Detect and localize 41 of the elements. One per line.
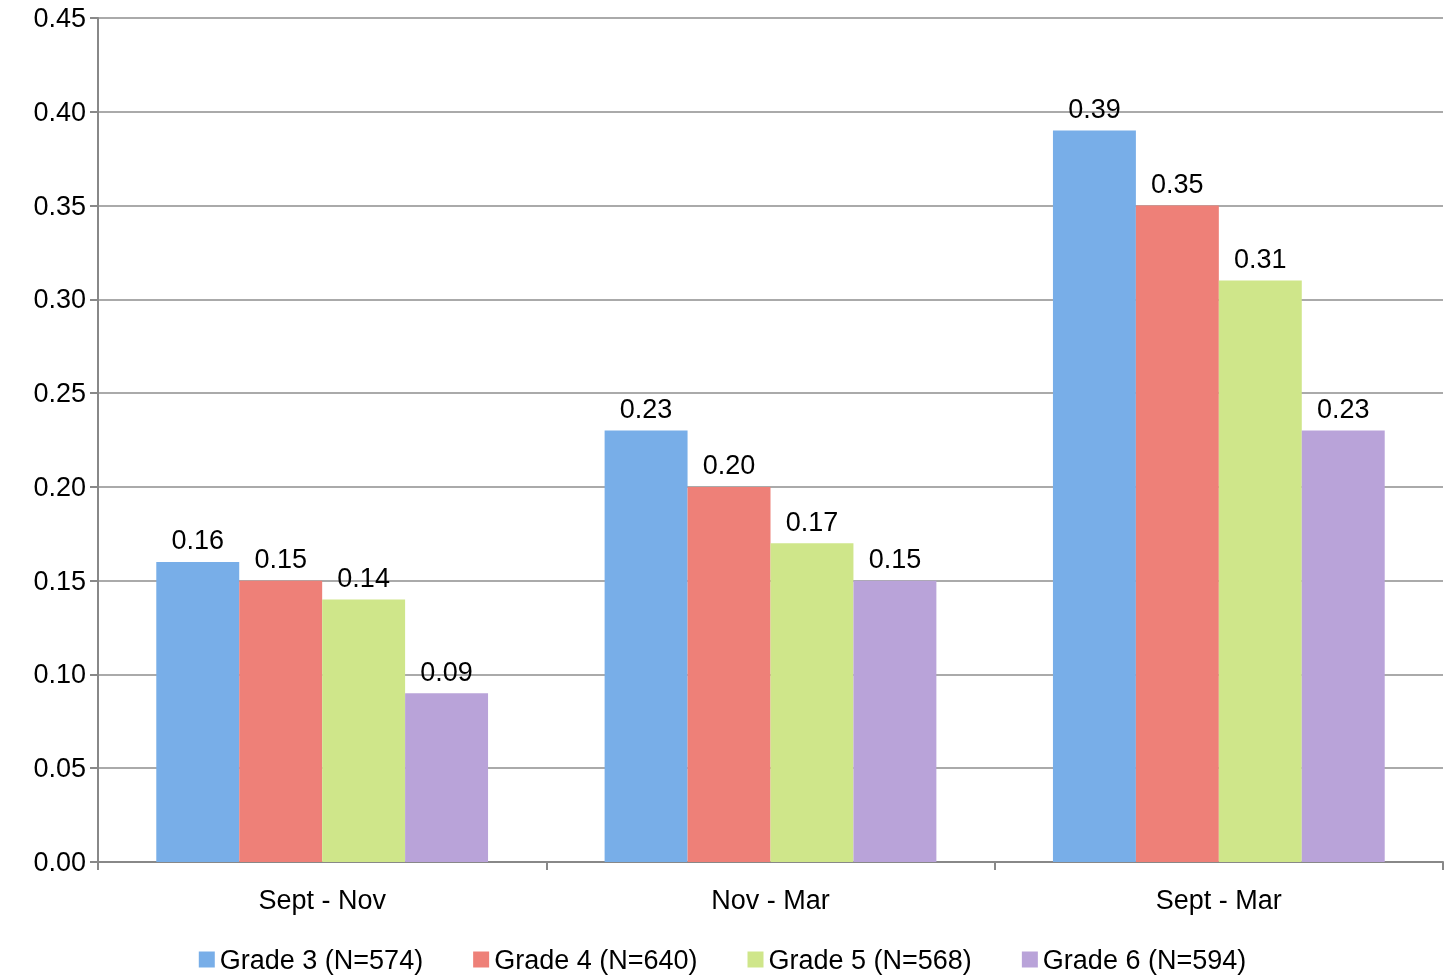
- y-tick-label: 0.20: [33, 471, 86, 502]
- x-tick-label: Nov - Mar: [711, 884, 830, 915]
- data-label: 0.16: [171, 525, 225, 556]
- x-tick-label: Sept - Nov: [258, 884, 387, 915]
- data-label: 0.17: [785, 506, 839, 537]
- y-tick-label: 0.00: [33, 847, 86, 877]
- bar: [1218, 280, 1302, 862]
- legend-label: Grade 4 (N=640): [494, 944, 698, 975]
- data-label: 0.20: [702, 450, 756, 481]
- y-tick-label: 0.40: [33, 96, 86, 127]
- bar: [1301, 430, 1385, 862]
- y-tick-label: 0.10: [33, 659, 86, 690]
- data-label: 0.15: [868, 544, 922, 575]
- legend-label: Grade 6 (N=594): [1042, 944, 1247, 975]
- y-tick-label: 0.35: [33, 190, 86, 221]
- data-label: 0.15: [254, 544, 307, 575]
- y-tick-label: 0.45: [33, 3, 86, 33]
- bar: [239, 580, 323, 862]
- data-label: 0.31: [1234, 244, 1287, 275]
- bar: [322, 599, 406, 862]
- bar: [687, 486, 771, 862]
- bar: [1135, 205, 1219, 862]
- data-label: 0.23: [1316, 394, 1370, 425]
- data-label: 0.39: [1068, 94, 1121, 125]
- data-label: 0.23: [619, 394, 673, 425]
- bar: [1052, 130, 1136, 862]
- bar: [156, 561, 240, 862]
- bar: [770, 543, 854, 862]
- data-label: 0.14: [337, 562, 390, 593]
- bar: [853, 580, 937, 862]
- bar: [604, 430, 688, 862]
- data-label: 0.09: [420, 656, 473, 687]
- y-tick-label: 0.15: [33, 565, 86, 596]
- y-tick-label: 0.05: [33, 753, 86, 784]
- legend-label: Grade 3 (N=574): [219, 944, 424, 975]
- y-tick-label: 0.25: [33, 378, 86, 409]
- legend-label: Grade 5 (N=568): [768, 944, 972, 975]
- data-label: 0.35: [1151, 169, 1204, 200]
- x-tick-label: Sept - Mar: [1155, 884, 1282, 915]
- bar: [405, 693, 489, 862]
- y-tick-label: 0.30: [33, 284, 86, 315]
